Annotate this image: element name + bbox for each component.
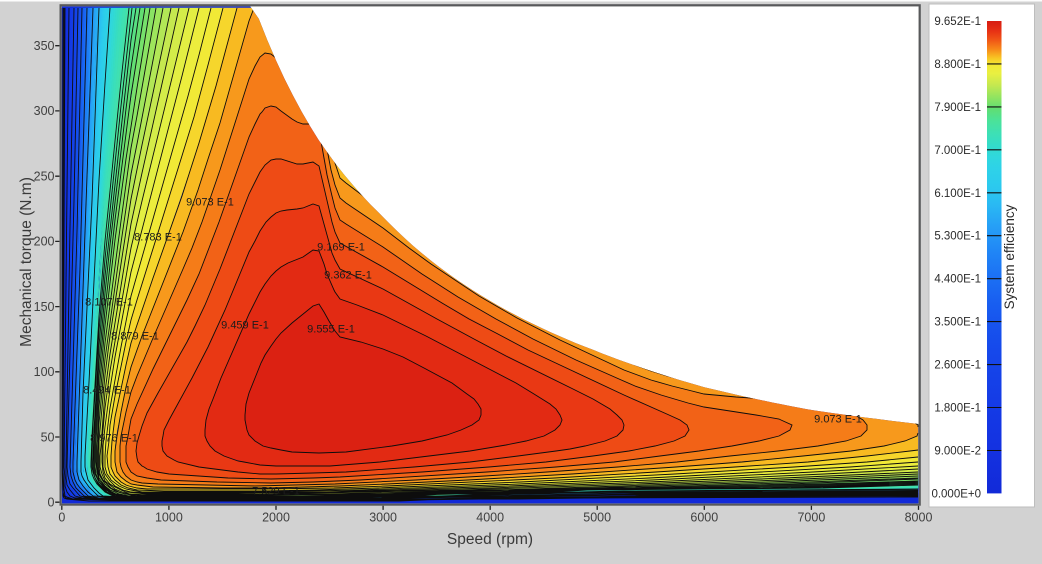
svg-text:9.169 E-1: 9.169 E-1 (317, 242, 365, 254)
svg-text:150: 150 (34, 300, 55, 314)
svg-text:9.073 E-1: 9.073 E-1 (186, 197, 234, 209)
svg-text:9.000E-2: 9.000E-2 (934, 446, 981, 458)
svg-text:9.073 E-1: 9.073 E-1 (814, 414, 862, 426)
svg-text:1.800E-1: 1.800E-1 (934, 403, 981, 415)
svg-text:7.000E-1: 7.000E-1 (934, 145, 981, 157)
svg-text:2000: 2000 (262, 511, 290, 525)
svg-text:8000: 8000 (905, 511, 933, 525)
svg-text:System efficiency: System efficiency (1002, 204, 1017, 309)
svg-text:2.600E-1: 2.600E-1 (934, 360, 981, 372)
svg-text:5000: 5000 (583, 511, 611, 525)
svg-text:8.494 E-1: 8.494 E-1 (83, 385, 131, 397)
svg-text:8.879 E-1: 8.879 E-1 (111, 331, 159, 343)
svg-text:9.362 E-1: 9.362 E-1 (324, 270, 372, 282)
svg-text:3000: 3000 (369, 511, 397, 525)
svg-text:7.900E-1: 7.900E-1 (934, 102, 981, 114)
svg-text:0: 0 (48, 496, 55, 510)
svg-text:Mechanical torque (N.m): Mechanical torque (N.m) (18, 177, 35, 347)
svg-text:100: 100 (34, 365, 55, 379)
svg-text:0: 0 (58, 511, 65, 525)
svg-text:200: 200 (34, 235, 55, 249)
svg-text:7000: 7000 (797, 511, 825, 525)
svg-text:9.652E-1: 9.652E-1 (934, 16, 981, 28)
svg-text:250: 250 (34, 170, 55, 184)
svg-text:9.459 E-1: 9.459 E-1 (221, 320, 269, 332)
svg-text:1000: 1000 (155, 511, 183, 525)
svg-text:50: 50 (41, 430, 55, 444)
svg-text:3.500E-1: 3.500E-1 (934, 317, 981, 329)
svg-text:9.555 E-1: 9.555 E-1 (307, 324, 355, 336)
svg-text:4.400E-1: 4.400E-1 (934, 274, 981, 286)
svg-text:6000: 6000 (690, 511, 718, 525)
svg-text:300: 300 (34, 104, 55, 118)
svg-text:6.100E-1: 6.100E-1 (934, 188, 981, 200)
svg-text:8.976 E-1: 8.976 E-1 (90, 433, 138, 445)
svg-text:7.529 E-1: 7.529 E-1 (252, 486, 300, 498)
svg-text:8.800E-1: 8.800E-1 (934, 59, 981, 71)
svg-text:5.300E-1: 5.300E-1 (934, 231, 981, 243)
svg-text:0.000E+0: 0.000E+0 (931, 488, 981, 500)
svg-text:Speed (rpm): Speed (rpm) (447, 531, 533, 548)
svg-text:8.107 E-1: 8.107 E-1 (85, 297, 133, 309)
svg-text:350: 350 (34, 39, 55, 53)
svg-text:4000: 4000 (476, 511, 504, 525)
svg-text:8.783 E-1: 8.783 E-1 (134, 232, 182, 244)
